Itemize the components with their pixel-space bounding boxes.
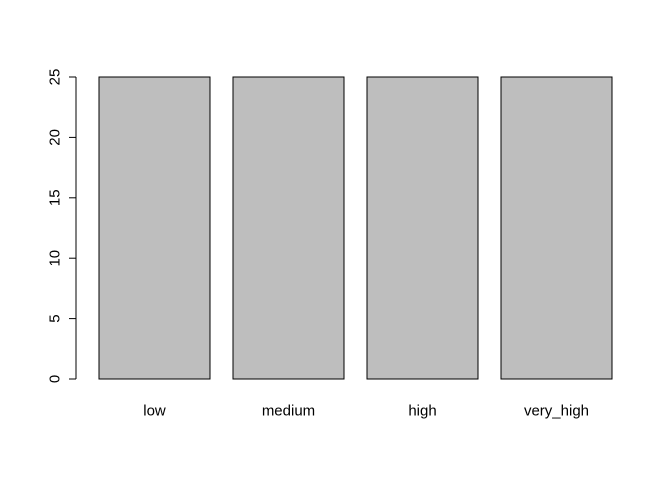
y-tick-label: 15 xyxy=(47,189,64,206)
y-tick-label: 25 xyxy=(47,69,64,86)
bar-low xyxy=(98,76,211,380)
x-tick-label-high: high xyxy=(408,403,436,420)
bar-high xyxy=(366,76,479,380)
bar-very_high xyxy=(500,76,613,380)
x-tick-label-very_high: very_high xyxy=(524,403,589,420)
y-tick-label: 0 xyxy=(47,375,64,383)
y-tick-label: 5 xyxy=(47,314,64,322)
x-tick-label-low: low xyxy=(143,403,166,420)
bar-medium xyxy=(232,76,345,380)
bars xyxy=(98,76,613,380)
y-tick-label: 20 xyxy=(47,129,64,146)
y-axis: 0 5 10 15 20 25 xyxy=(47,69,77,383)
x-axis-labels: low medium high very_high xyxy=(143,403,589,420)
y-tick-label: 10 xyxy=(47,250,64,267)
x-tick-label-medium: medium xyxy=(262,403,315,420)
